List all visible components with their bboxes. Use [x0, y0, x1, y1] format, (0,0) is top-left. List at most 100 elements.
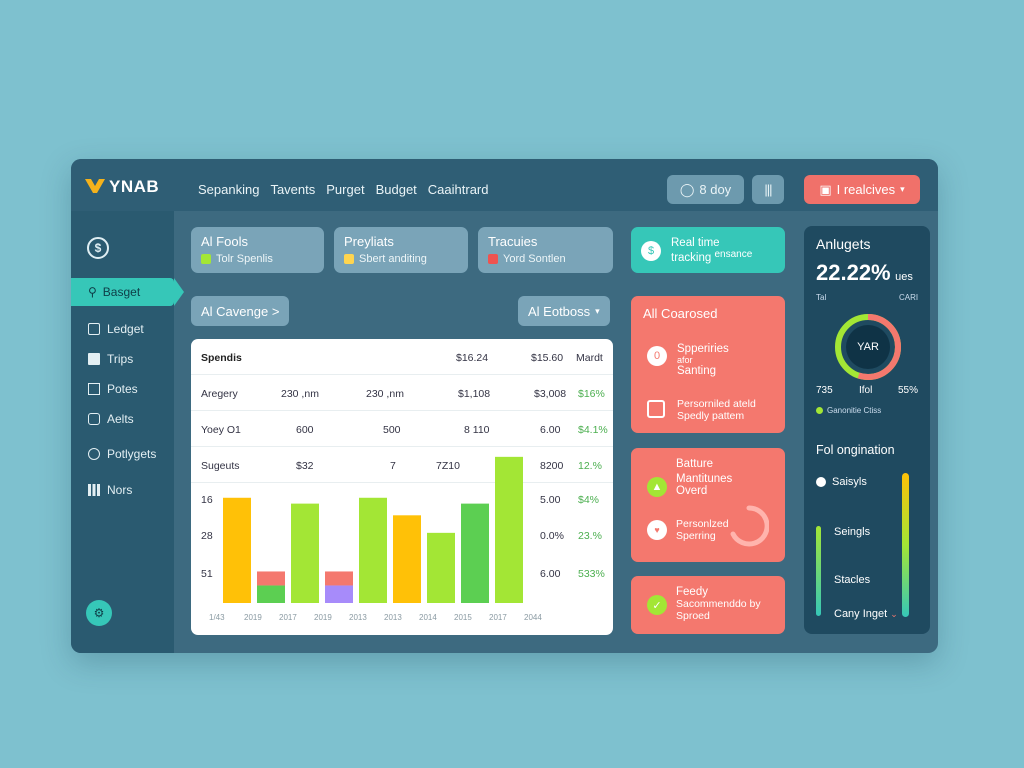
card-title: Preyliats: [344, 234, 394, 249]
columns-button[interactable]: |||: [752, 175, 784, 204]
chart-bar: [495, 456, 523, 603]
card-item: Feedy Sacommenddo by Sproed: [676, 586, 761, 622]
table-cell: 0.0%: [540, 530, 564, 542]
table-cell: 533%: [578, 568, 605, 580]
nav-item-purget[interactable]: Purget: [326, 182, 365, 197]
spending-bar-chart: 1/43 2019 2017 2019 2013 2013 2014 2015 2017 2044: [209, 456, 542, 622]
card-line: tracking ensance: [671, 249, 752, 264]
card-line: afor: [677, 355, 693, 365]
summary-card-tracuies[interactable]: Tracuies Yord Sontlen: [478, 227, 613, 273]
chart-bar: [427, 532, 455, 603]
heart-icon: ♥: [647, 520, 667, 540]
table-cell: 230 ,nm: [366, 388, 404, 400]
sidebar-item-basget[interactable]: ⚲ Basget: [71, 278, 184, 306]
list-item-label[interactable]: Stacles: [834, 574, 871, 586]
sidebar-item-potlygets[interactable]: Potlygets: [85, 445, 157, 463]
user-icon: ◯: [679, 181, 695, 197]
table-cell: 230 ,nm: [281, 388, 319, 400]
chart-y-label: 51: [201, 568, 213, 580]
card-item: Personlzed Sperring: [676, 518, 729, 542]
sidebar-item-label: Trips: [107, 352, 134, 366]
realtime-tracking-card[interactable]: $ Real time tracking ensance: [631, 227, 785, 273]
list-item[interactable]: Cany Inget ⌄: [834, 608, 898, 620]
header-cell: Mardt: [576, 352, 603, 364]
sidebar-item-trips[interactable]: Trips: [88, 352, 133, 366]
donut-label: YAR: [857, 341, 879, 353]
al-eotboss-dropdown[interactable]: Al Eotboss ▾: [518, 296, 610, 326]
chart-y-label: 28: [201, 530, 213, 542]
chart-bar: [325, 585, 353, 603]
table-cell: 600: [296, 424, 314, 436]
al-cavenge-chip[interactable]: Al Cavenge >: [191, 296, 290, 326]
sidebar-item-aelts[interactable]: Aelts: [88, 412, 134, 426]
chart-tick-label: 2017: [279, 613, 297, 622]
chart-bar-cap: [257, 571, 285, 586]
analytics-panel: Anlugets 22.22% ues Tal CARI YAR 735 Ifo…: [804, 226, 930, 634]
brand-name: YNAB: [109, 177, 160, 196]
realcives-dropdown[interactable]: ▣ I realcives ▾: [804, 175, 920, 204]
table-row: Aregery 230 ,nm 230 ,nm $1,108 $3,008 $1…: [191, 375, 613, 411]
list-item[interactable]: Seingls: [816, 526, 870, 616]
brand-logo[interactable]: YNAB: [85, 177, 159, 197]
sidebar-item-nors[interactable]: Nors: [88, 483, 132, 497]
feedy-card[interactable]: ✓ Feedy Sacommenddo by Sproed: [631, 576, 785, 634]
card-line: Batture: [676, 458, 714, 470]
dollar-icon[interactable]: $: [87, 237, 109, 259]
card-line: Sproed: [676, 610, 710, 622]
table-cell: Aregery: [201, 388, 238, 400]
all-coarosed-card[interactable]: All Coarosed 0 Spperiries afor Santing P…: [631, 296, 785, 433]
summary-card-al-fools[interactable]: Al Fools Tolr Spenlis: [191, 227, 324, 273]
card-sub: Tolr Spenlis: [216, 253, 273, 265]
percent-readout: 22.22% ues: [816, 260, 913, 286]
ledger-icon: [88, 323, 100, 335]
nav-item-budget[interactable]: Budget: [375, 182, 417, 197]
header-cell: $16.24: [456, 352, 489, 364]
nav-item-tavents[interactable]: Tavents: [270, 182, 316, 197]
settings-icon[interactable]: ⚙: [86, 600, 112, 626]
card-sub: Yord Sontlen: [503, 253, 566, 265]
card-title: Tracuies: [488, 234, 538, 249]
day-button[interactable]: ◯ 8 doy: [667, 175, 744, 204]
card-title: All Coarosed: [643, 306, 718, 321]
list-item[interactable]: Saisyls: [816, 476, 867, 488]
donut-stat: 735: [816, 385, 833, 396]
card-line: Persorniled ateld: [677, 398, 756, 410]
card-line: Sacommenddo by: [676, 598, 761, 610]
card-title: Al Fools: [201, 234, 248, 249]
table-cell: 7: [390, 460, 396, 472]
chart-bar: [257, 585, 285, 603]
table-cell: 6.00: [540, 568, 561, 580]
chart-tick-label: 2019: [314, 613, 332, 622]
nav-item-sepanking[interactable]: Sepanking: [198, 182, 260, 197]
chart-bar: [291, 503, 319, 603]
realcives-label: I realcives: [836, 182, 896, 197]
chevron-down-icon: ▾: [900, 184, 905, 194]
sidebar-item-label: Potlygets: [107, 447, 157, 461]
app-window: YNAB Sepanking Tavents Purget Budget Caa…: [71, 159, 938, 653]
spending-panel: Spendis $16.24 $15.60 Mardt Aregery 230 …: [191, 339, 613, 635]
sidebar-item-label: Potes: [107, 382, 138, 396]
header-cell: Spendis: [201, 352, 242, 364]
nav-item-caaihtrard[interactable]: Caaihtrard: [427, 182, 489, 197]
chart-tick-label: 2015: [454, 613, 472, 622]
chart-tick-label: 2013: [349, 613, 367, 622]
chart-tick-label: 2014: [419, 613, 437, 622]
chart-bar: [223, 497, 251, 603]
chart-tick-label: 2017: [489, 613, 507, 622]
percent-value: 22.22%: [816, 260, 891, 285]
card-line: Spperiries: [677, 343, 729, 355]
book-icon: [88, 353, 100, 365]
donut-stat: 55%: [898, 385, 919, 396]
sidebar-item-potes[interactable]: Potes: [88, 382, 138, 396]
chart-bar-cap: [325, 571, 353, 586]
sidebar-item-ledget[interactable]: Ledget: [88, 322, 144, 336]
legend-label: Ganonitie Ctiss: [827, 406, 882, 415]
summary-card-preyliats[interactable]: Preyliats Sbert anditing: [334, 227, 468, 273]
flag-icon: [488, 254, 498, 264]
card-line: Feedy: [676, 586, 708, 598]
chart-bar: [393, 515, 421, 603]
chip-label: Al Eotboss: [528, 303, 591, 319]
batture-card[interactable]: Batture Mantitunes Overd ▲ ♥ Personlzed …: [631, 448, 785, 562]
chart-tick-label: 2013: [384, 613, 402, 622]
progress-arc-icon: [730, 505, 769, 547]
